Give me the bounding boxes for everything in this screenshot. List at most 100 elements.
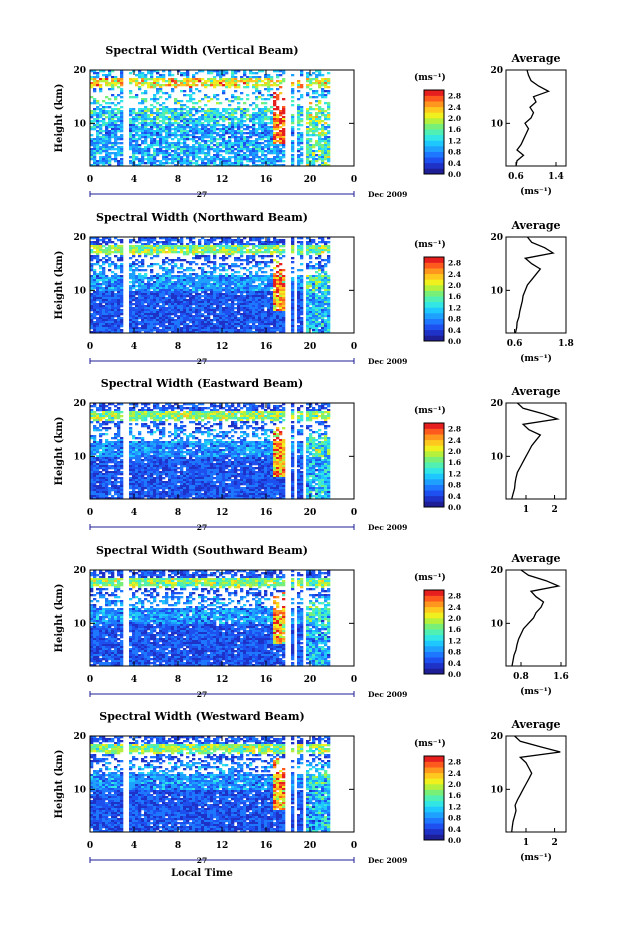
heatmap-cell: [198, 301, 202, 304]
heatmap-cell: [108, 325, 112, 328]
heatmap-cell: [315, 323, 319, 326]
heatmap-cell: [207, 150, 211, 153]
heatmap-cell: [93, 251, 97, 254]
heatmap-cell: [105, 293, 109, 296]
heatmap-cell: [159, 323, 163, 326]
heatmap-cell: [276, 150, 280, 153]
heatmap-cell: [240, 76, 244, 79]
heatmap-cell: [117, 303, 121, 306]
heatmap-cell: [162, 323, 166, 326]
heatmap-cell: [207, 152, 211, 155]
heatmap-cell: [327, 142, 331, 145]
heatmap-cell: [216, 152, 220, 155]
heatmap-cell: [219, 293, 223, 296]
heatmap-cell: [174, 164, 178, 167]
heatmap-cell: [120, 319, 124, 322]
heatmap-cell: [213, 76, 217, 79]
heatmap-cell: [129, 267, 133, 270]
heatmap-cell: [183, 74, 187, 77]
heatmap-cell: [177, 80, 181, 83]
heatmap-cell: [216, 108, 220, 111]
heatmap-cell: [147, 301, 151, 304]
heatmap-cell: [261, 295, 265, 298]
heatmap-cell: [243, 72, 247, 75]
heatmap-cell: [213, 279, 217, 282]
heatmap-cell: [261, 303, 265, 306]
heatmap-cell: [180, 80, 184, 83]
heatmap-cell: [237, 303, 241, 306]
heatmap-cell: [318, 323, 322, 326]
heatmap-cell: [129, 285, 133, 288]
heatmap-cell: [264, 319, 268, 322]
heatmap-cell: [216, 307, 220, 310]
heatmap-cell: [108, 241, 112, 244]
heatmap-cell: [138, 247, 142, 250]
heatmap-cell: [276, 251, 280, 254]
heatmap-cell: [102, 80, 106, 83]
heatmap-cell: [225, 239, 229, 242]
heatmap-cell: [162, 142, 166, 145]
heatmap-cell: [270, 158, 274, 161]
heatmap-cell: [240, 158, 244, 161]
heatmap-cell: [315, 158, 319, 161]
heatmap-cell: [132, 313, 136, 316]
heatmap-cell: [180, 160, 184, 163]
heatmap-cell: [264, 261, 268, 264]
heatmap-cell: [237, 118, 241, 121]
heatmap-cell: [150, 82, 154, 85]
heatmap-cell: [276, 247, 280, 250]
heatmap-cell: [156, 273, 160, 276]
heatmap-cell: [270, 253, 274, 256]
heatmap-cell: [120, 150, 124, 153]
heatmap-cell: [138, 108, 142, 111]
heatmap-cell: [96, 285, 100, 288]
heatmap-cell: [279, 293, 283, 296]
heatmap-cell: [111, 86, 115, 89]
heatmap-cell: [210, 112, 214, 115]
heatmap-cell: [300, 108, 304, 111]
heatmap-cell: [171, 112, 175, 115]
heatmap-cell: [213, 239, 217, 242]
heatmap-cell: [120, 251, 124, 254]
heatmap-cell: [237, 245, 241, 248]
heatmap-cell: [306, 154, 310, 157]
heatmap-cell: [315, 128, 319, 131]
heatmap-cell: [96, 237, 100, 240]
heatmap-cell: [120, 295, 124, 298]
heatmap-cell: [156, 152, 160, 155]
heatmap-cell: [180, 319, 184, 322]
heatmap-cell: [291, 132, 295, 135]
heatmap-cell: [279, 281, 283, 284]
heatmap-cell: [273, 146, 277, 149]
heatmap-cell: [153, 162, 157, 165]
heatmap-cell: [90, 78, 94, 81]
heatmap-cell: [276, 148, 280, 151]
heatmap-cell: [105, 78, 109, 81]
heatmap-cell: [105, 253, 109, 256]
heatmap-cell: [195, 307, 199, 310]
heatmap-cell: [222, 70, 226, 73]
heatmap-cell: [246, 305, 250, 308]
heatmap-cell: [162, 106, 166, 109]
heatmap-cell: [132, 136, 136, 139]
heatmap-cell: [141, 110, 145, 113]
heatmap-cell: [189, 305, 193, 308]
heatmap-cell: [138, 114, 142, 117]
heatmap-cell: [321, 154, 325, 157]
heatmap-cell: [105, 116, 109, 119]
heatmap-cell: [192, 148, 196, 151]
heatmap-cell: [306, 285, 310, 288]
heatmap-cell: [96, 114, 100, 117]
heatmap-cell: [207, 116, 211, 119]
heatmap-cell: [213, 154, 217, 157]
heatmap-cell: [99, 116, 103, 119]
colorbar-swatch: [424, 151, 444, 158]
heatmap-cell: [120, 162, 124, 165]
heatmap-cell: [273, 249, 277, 252]
colorbar-swatch: [424, 118, 444, 124]
heatmap-cell: [270, 80, 274, 83]
heatmap-cell: [213, 261, 217, 264]
heatmap-cell: [300, 317, 304, 320]
heatmap-cell: [207, 108, 211, 111]
heatmap-cell: [165, 241, 169, 244]
